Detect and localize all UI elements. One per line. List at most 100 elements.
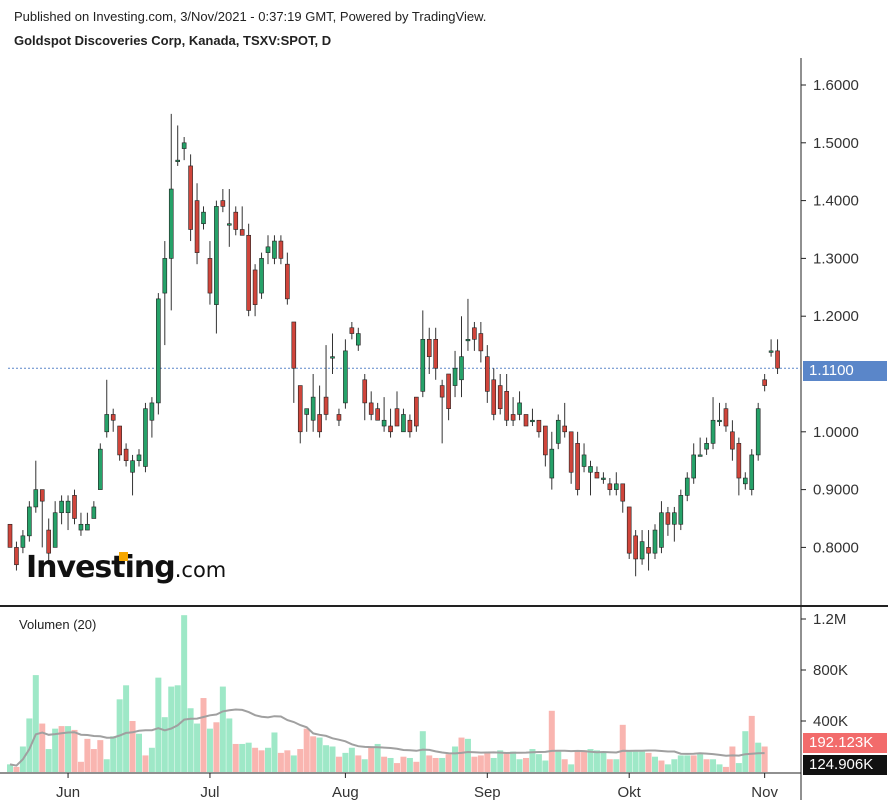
volume-bar — [574, 750, 581, 772]
volume-bar — [200, 698, 207, 772]
candle-body — [136, 454, 142, 462]
candle-body — [330, 356, 335, 359]
candle-body — [368, 402, 374, 415]
volume-bar — [742, 731, 749, 772]
candle-body — [85, 523, 90, 531]
volume-bar — [690, 755, 697, 772]
volume-bar — [394, 763, 400, 772]
candle-body — [220, 200, 226, 207]
volume-bar — [755, 742, 762, 772]
candle-body — [14, 547, 19, 566]
volume-bar — [142, 755, 149, 772]
candle-body — [33, 489, 39, 508]
candle-body — [755, 408, 761, 456]
volume-bar — [548, 710, 555, 772]
volume-bar — [58, 726, 65, 772]
volume-bar — [258, 750, 265, 772]
volume-bar — [26, 718, 33, 772]
volume-bar — [561, 759, 568, 772]
volume-bar — [123, 685, 130, 772]
price-candles — [7, 113, 801, 577]
volume-bar — [129, 721, 136, 772]
volume-bar — [348, 747, 355, 772]
volume-bar — [703, 759, 710, 772]
price-tick-label: 1.5000 — [813, 135, 859, 152]
volume-bar — [381, 756, 388, 772]
chart-frame — [0, 58, 888, 800]
volume-bar — [413, 761, 420, 772]
price-tick-label: 1.4000 — [813, 193, 859, 210]
price-tick-label: 1.6000 — [813, 77, 859, 94]
volume-bar — [181, 615, 188, 772]
volume-bar — [516, 759, 523, 772]
candle-body — [317, 414, 322, 433]
volume-bar — [497, 750, 504, 772]
volume-bar — [664, 764, 671, 772]
volume-bar — [90, 749, 97, 772]
candle-body — [478, 333, 484, 352]
volume-bar — [722, 766, 729, 772]
volume-bar — [710, 759, 717, 772]
candle-body — [336, 414, 342, 421]
candle-body — [130, 460, 135, 473]
month-label: Jul — [200, 784, 219, 801]
volume-bar — [510, 751, 517, 772]
candle-body — [736, 443, 742, 479]
candle-body — [143, 408, 148, 467]
candle-body — [536, 419, 542, 433]
volume-bar — [484, 752, 491, 772]
candle-body — [420, 339, 426, 392]
candle-body — [388, 425, 393, 433]
candle-body — [291, 321, 297, 369]
volume-bar — [52, 728, 59, 772]
candle-body — [562, 425, 568, 433]
time-axis: Jun Jul Aug Sep Okt Nov — [56, 773, 778, 801]
volume-bar — [271, 732, 278, 772]
candle-body — [233, 211, 239, 230]
volume-bar — [555, 751, 562, 772]
candle-body — [446, 373, 451, 409]
candle-body — [568, 431, 574, 473]
volume-bar — [697, 754, 704, 772]
volume-bar — [303, 728, 310, 772]
logo-main-text: Investing — [26, 550, 176, 585]
candle-body — [59, 500, 64, 514]
candle-body — [691, 454, 697, 479]
volume-bar — [187, 708, 194, 772]
candle-body — [194, 200, 200, 253]
logo-suffix-text: .com — [174, 558, 227, 582]
candle-body — [104, 414, 110, 433]
volume-bar — [290, 755, 297, 772]
candle-body — [181, 142, 187, 149]
candle-body — [39, 489, 45, 502]
volume-bar — [110, 736, 117, 772]
price-tick-label: 1.2000 — [813, 308, 859, 325]
volume-pane-title: Volumen (20) — [19, 617, 97, 632]
candle-body — [207, 258, 213, 294]
volume-bar — [529, 749, 536, 772]
volume-bar — [477, 755, 484, 772]
volume-bar — [400, 756, 407, 772]
candle-body — [214, 206, 219, 305]
candle-body — [620, 483, 626, 502]
volume-bar — [600, 751, 607, 772]
candle-body — [730, 431, 735, 450]
volume-bar — [542, 760, 549, 772]
candle-body — [659, 512, 664, 548]
month-label: Jun — [56, 784, 80, 801]
volume-bar — [342, 752, 349, 772]
volume-bar — [239, 743, 246, 772]
candle-body — [175, 159, 180, 162]
month-label: Okt — [618, 784, 642, 801]
volume-bar — [581, 750, 588, 772]
volume-bar — [632, 751, 639, 772]
volume-bar — [748, 715, 755, 772]
volume-bar — [587, 749, 594, 772]
candle-body — [168, 188, 174, 259]
volume-tag-high: 192.123K — [803, 733, 887, 753]
candle-body — [278, 240, 284, 259]
volume-bar — [523, 757, 529, 772]
volume-bar — [439, 757, 446, 772]
candle-body — [394, 408, 400, 427]
